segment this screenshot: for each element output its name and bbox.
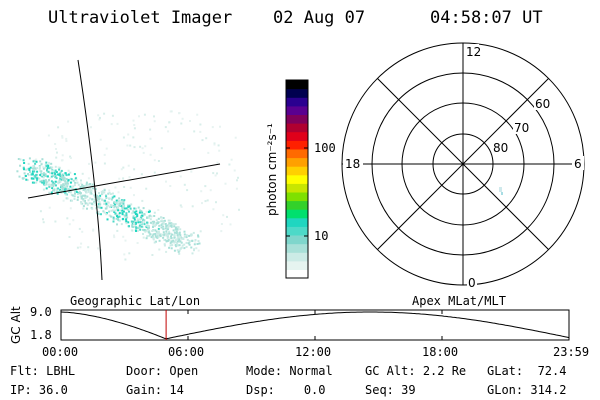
polar-caption: Apex MLat/MLT	[412, 294, 506, 308]
latitude-line	[27, 163, 221, 199]
status-mode: Mode: Normal	[246, 364, 333, 378]
time-label: 04:58:07 UT	[430, 8, 543, 28]
meridian-line	[77, 59, 103, 281]
polar-diagonal-2	[377, 78, 549, 250]
altitude-ylabel: GC Alt	[9, 306, 23, 344]
color-bar-cells	[286, 80, 308, 279]
mlt-label-dusk: 18	[345, 157, 360, 171]
geographic-image	[16, 59, 240, 281]
status-gcalt: GC Alt: 2.2 Re	[365, 364, 467, 378]
status-gain: Gain: 14	[126, 383, 184, 397]
color-bar-frame	[285, 79, 309, 279]
status-glat: GLat: 72.4	[487, 364, 567, 378]
polar-plot: 12 18 6 0 60 70 80	[341, 42, 585, 290]
altitude-ytick-low: 1.8	[30, 328, 52, 342]
date-label: 02 Aug 07	[273, 8, 366, 28]
altitude-xtick-1800: 18:00	[422, 345, 459, 359]
geographic-caption: Geographic Lat/Lon	[70, 294, 201, 308]
status-seq-value: 39	[401, 383, 416, 397]
status-gcalt-value: 2.2 Re	[422, 364, 467, 378]
status-ip: IP: 36.0	[10, 383, 68, 397]
lat-label-70: 70	[514, 121, 529, 135]
status-glon: GLon: 314.2	[487, 383, 567, 397]
status-glat-value: 72.4	[537, 364, 567, 378]
color-bar-tick-10: 10	[314, 229, 329, 243]
lat-label-80: 80	[493, 141, 508, 155]
altitude-xtick-0000: 00:00	[42, 345, 79, 359]
status-dsp: Dsp: 0.0	[246, 383, 326, 397]
status-mode-value: Normal	[289, 364, 333, 378]
status-ip-value: 36.0	[38, 383, 68, 397]
mlt-label-midnight: 0	[468, 276, 476, 290]
color-bar-label: photon cm⁻²s⁻¹	[265, 123, 279, 216]
color-bar-tick-100: 100	[314, 141, 336, 155]
status-glon-value: 314.2	[530, 383, 567, 397]
aurora-emission	[16, 110, 240, 261]
instrument-title: Ultraviolet Imager	[48, 8, 233, 28]
polar-emission	[499, 187, 503, 195]
lat-label-60: 60	[535, 97, 550, 111]
altitude-xtick-2359: 23:59	[553, 345, 590, 359]
mlt-label-dawn: 6	[574, 157, 582, 171]
status-seq: Seq: 39	[365, 383, 416, 397]
altitude-ytick-high: 9.0	[30, 305, 52, 319]
status-flt-value: LBHL	[46, 364, 76, 378]
color-bar: photon cm⁻²s⁻¹	[265, 79, 309, 279]
altitude-plot: GC Alt	[9, 306, 570, 344]
status-gain-value: 14	[169, 383, 184, 397]
status-door-value: Open	[169, 364, 199, 378]
status-flt: Flt: LBHL	[10, 364, 76, 378]
status-dsp-value: 0.0	[303, 383, 326, 397]
altitude-xtick-1200: 12:00	[295, 345, 332, 359]
altitude-xtick-0600: 06:00	[168, 345, 205, 359]
altitude-ticks	[187, 310, 443, 340]
altitude-curve	[60, 311, 570, 340]
status-door: Door: Open	[126, 364, 199, 378]
mlt-label-noon: 12	[466, 45, 481, 59]
